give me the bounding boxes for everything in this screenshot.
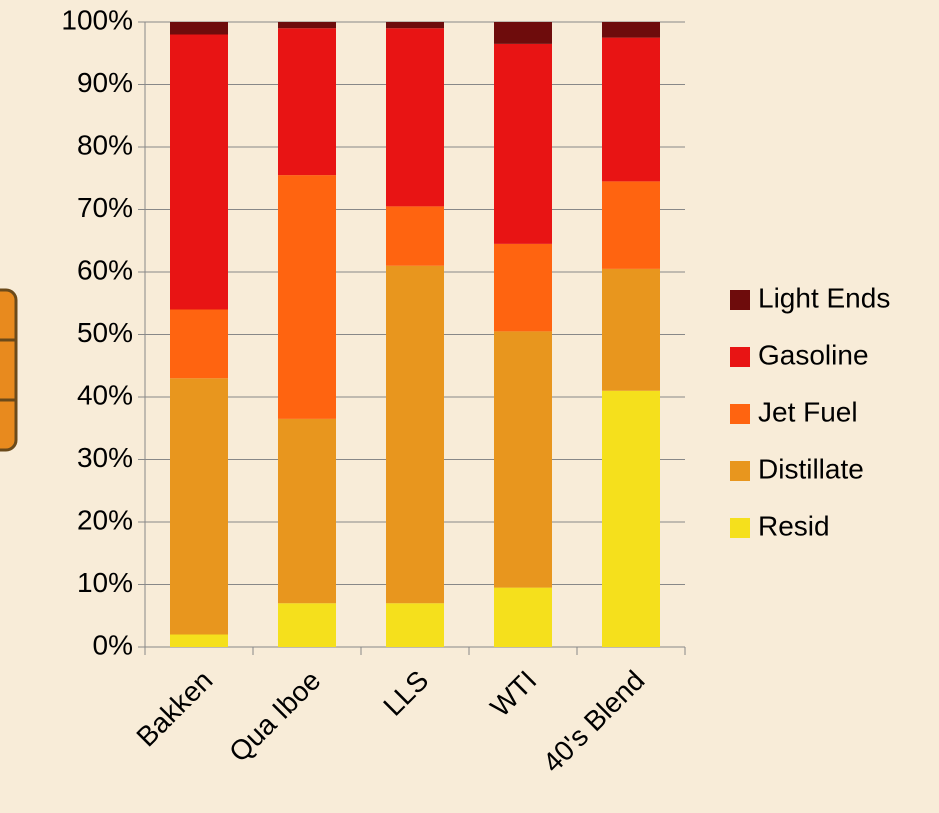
legend-swatch [730, 518, 750, 538]
chart: 0% 10% 20% 30% 40% 50% 60% 70% 80% 90% 100% BakkenQ… [0, 0, 939, 813]
legend-swatch [730, 404, 750, 424]
bar-segment [494, 44, 552, 244]
legend-label: Distillate [758, 453, 864, 484]
bar-segment [386, 206, 444, 265]
legend-label: Jet Fuel [758, 396, 858, 427]
bar-segment [494, 588, 552, 647]
bar-segment [278, 603, 336, 647]
bar-segment [278, 28, 336, 175]
bar-segment [170, 635, 228, 648]
y-tick-label: 90% [77, 67, 133, 98]
legend-label: Light Ends [758, 282, 890, 313]
y-tick-label: 10% [77, 567, 133, 598]
x-tick-label: Qua Iboe [223, 665, 326, 768]
bar-segment [386, 22, 444, 28]
page: {"chart_data": {"type": "stacked_bar", "… [0, 0, 939, 813]
bar-segment [170, 378, 228, 634]
y-tick-label: 40% [77, 379, 133, 410]
y-tick-label: 0% [93, 629, 133, 660]
bar-segment [170, 22, 228, 35]
y-tick-label: 100% [61, 4, 133, 35]
x-tick-label: LLS [377, 665, 434, 722]
bar-segment [386, 266, 444, 604]
bar-segment [278, 22, 336, 28]
x-tick-label: 40's Blend [537, 665, 651, 779]
y-tick-label: 50% [77, 317, 133, 348]
bar-segment [494, 22, 552, 44]
bar-segment [494, 244, 552, 332]
bar-segment [602, 269, 660, 391]
bar-segment [278, 419, 336, 603]
legend-swatch [730, 347, 750, 367]
x-tick-label: Bakken [131, 665, 219, 753]
legend-label: Resid [758, 510, 830, 541]
bar-segment [278, 175, 336, 419]
bar-segment [602, 181, 660, 269]
bar-segment [494, 331, 552, 587]
bar-segment [170, 310, 228, 379]
legend-swatch [730, 290, 750, 310]
legend-label: Gasoline [758, 339, 869, 370]
y-tick-label: 20% [77, 504, 133, 535]
y-tick-label: 30% [77, 442, 133, 473]
bar-segment [386, 28, 444, 206]
bar-segment [602, 38, 660, 182]
bar-segment [386, 603, 444, 647]
legend-swatch [730, 461, 750, 481]
y-tick-label: 60% [77, 254, 133, 285]
barrel-icon [0, 290, 16, 450]
bar-segment [170, 35, 228, 310]
y-tick-label: 70% [77, 192, 133, 223]
y-tick-label: 80% [77, 129, 133, 160]
x-tick-label: WTI [484, 665, 542, 723]
bar-segment [602, 22, 660, 38]
bar-segment [602, 391, 660, 647]
